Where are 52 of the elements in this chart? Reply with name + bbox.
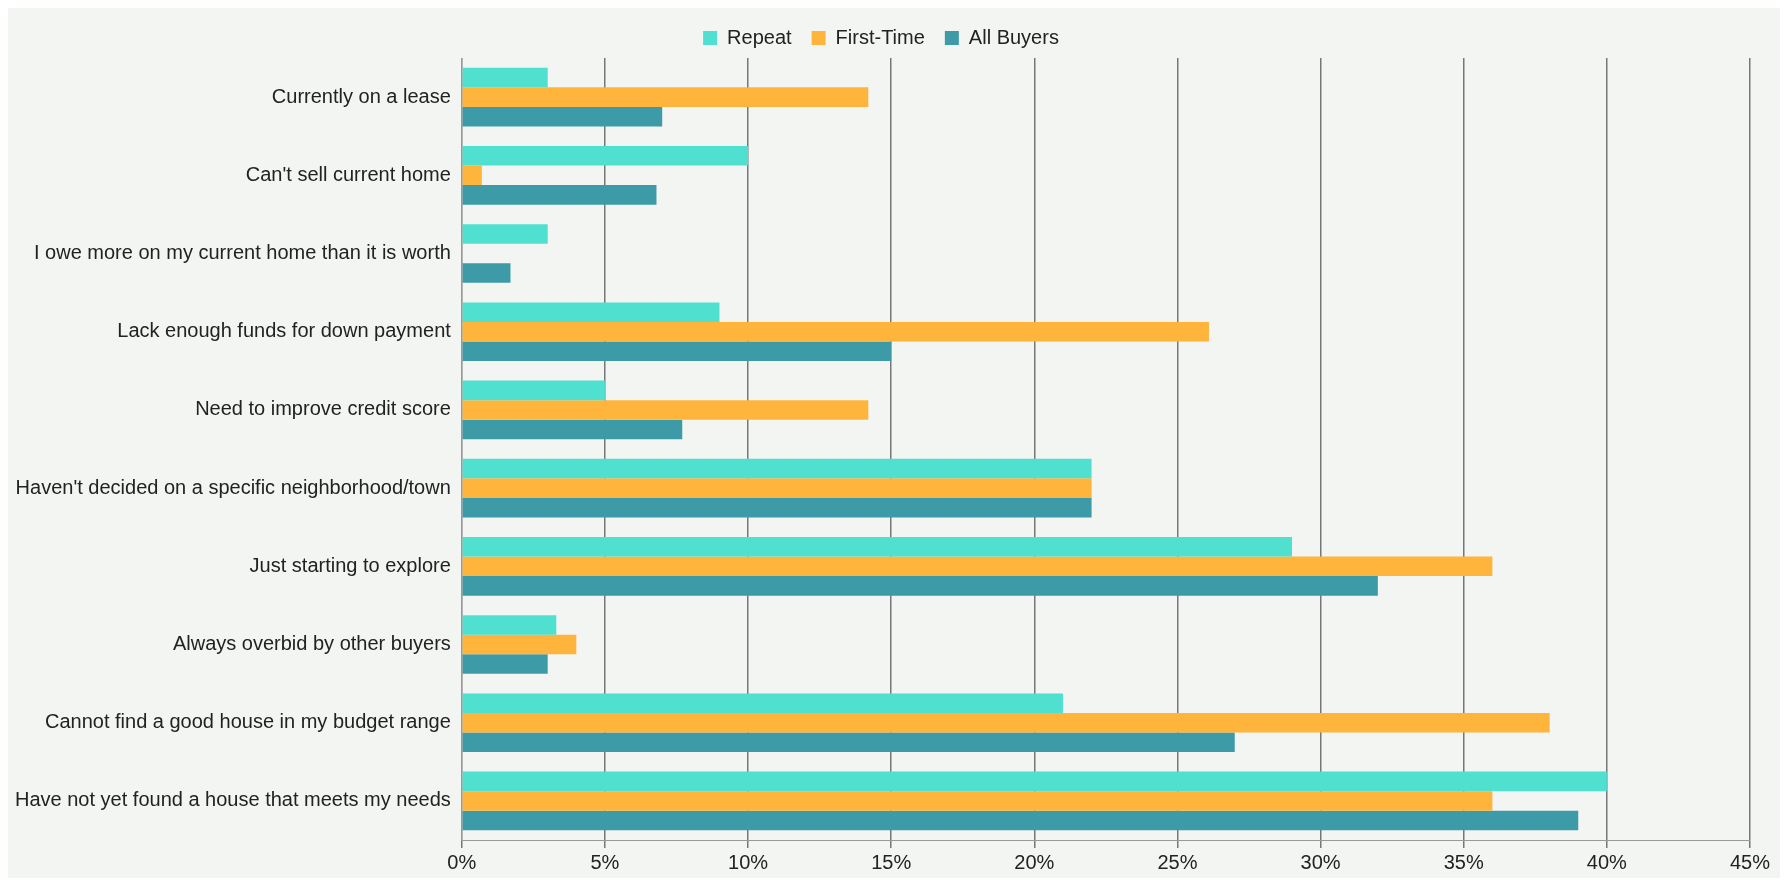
x-tick-label: 0% — [447, 850, 477, 873]
x-tick-label: 20% — [1014, 850, 1055, 873]
bar — [462, 380, 605, 401]
legend-label: First-Time — [835, 25, 925, 48]
y-tick-label: I owe more on my current home than it is worth — [33, 241, 451, 264]
bar — [462, 576, 1378, 596]
bar — [462, 712, 1550, 733]
bar — [462, 106, 663, 127]
bar — [462, 732, 1235, 753]
y-tick-label: Cannot find a good house in my budget range — [44, 710, 451, 733]
x-tick-label: 45% — [1729, 850, 1771, 873]
x-tick-label: 10% — [728, 850, 769, 873]
y-tick-label: Haven't decided on a specific neighborhood/town — [15, 475, 451, 498]
bar — [462, 693, 1063, 713]
y-tick-label: Just starting to explore — [249, 553, 451, 576]
y-tick-label: Currently on a lease — [271, 84, 451, 107]
bar — [462, 654, 548, 674]
x-tick-label: 5% — [590, 850, 620, 873]
bar — [462, 185, 657, 205]
bar — [462, 67, 548, 88]
y-tick-label: Always overbid by other buyers — [172, 632, 451, 655]
bar — [462, 400, 869, 420]
bar — [462, 341, 892, 362]
y-tick-label: Lack enough funds for down payment — [117, 319, 452, 342]
bar — [462, 302, 720, 322]
x-tick-label: 15% — [871, 850, 912, 873]
x-tick-label: 30% — [1300, 850, 1341, 873]
bar — [462, 556, 1493, 577]
bar — [462, 263, 511, 283]
bar — [462, 224, 548, 244]
bar — [462, 634, 577, 655]
bar — [462, 419, 683, 440]
y-tick-label: Can't sell current home — [245, 162, 451, 185]
bar — [462, 771, 1607, 792]
bar — [462, 791, 1493, 811]
bar — [462, 478, 1092, 498]
legend-label: Repeat — [727, 25, 793, 48]
y-tick-label: Need to improve credit score — [195, 397, 451, 420]
bar — [462, 145, 749, 166]
bar — [462, 165, 482, 186]
legend-label: All Buyers — [968, 25, 1059, 48]
bar — [462, 458, 1092, 479]
bar — [462, 810, 1579, 831]
bar — [462, 87, 869, 107]
y-tick-label: Have not yet found a house that meets my needs — [14, 788, 451, 811]
bar — [462, 321, 1209, 342]
bar — [462, 615, 557, 635]
bar — [462, 536, 1292, 557]
x-tick-label: 25% — [1157, 850, 1198, 873]
x-tick-label: 35% — [1443, 850, 1484, 873]
x-tick-label: 40% — [1586, 850, 1628, 873]
bar — [462, 497, 1092, 518]
